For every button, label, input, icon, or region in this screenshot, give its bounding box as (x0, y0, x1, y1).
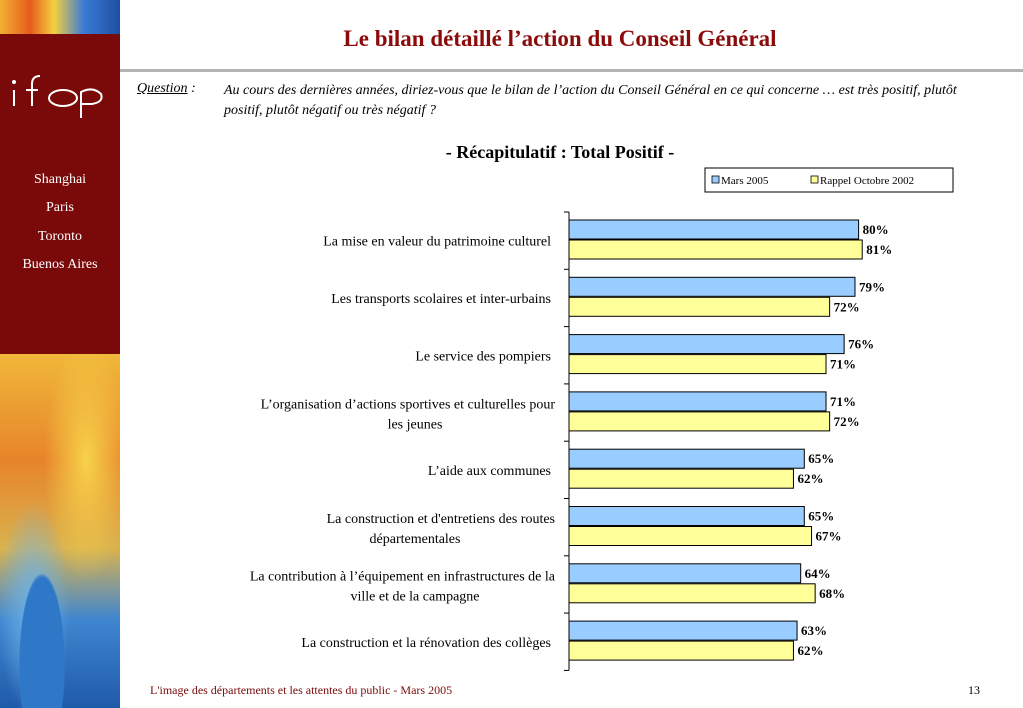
bar (568, 620, 798, 641)
category-label: La contribution à l’équipement en infras… (250, 569, 556, 604)
data-label: 71% (830, 357, 856, 372)
data-label: 64% (805, 566, 831, 581)
city-paris: Paris (46, 200, 74, 215)
legend-swatch (810, 175, 819, 184)
data-label: 65% (808, 451, 834, 466)
bar (568, 583, 816, 604)
bar (568, 448, 805, 469)
bar (568, 354, 827, 375)
question-text: Au cours des dernières années, diriez-vo… (224, 83, 957, 118)
data-label: 81% (866, 242, 892, 257)
bar (568, 411, 831, 432)
category-label: Le service des pompiers (415, 349, 551, 364)
data-label: 80% (863, 222, 889, 237)
data-label: 63% (801, 623, 827, 638)
title-divider (120, 69, 1023, 72)
bar (568, 640, 794, 661)
category-label: L’aide aux communes (428, 464, 551, 479)
data-label: 76% (848, 337, 874, 352)
bar (568, 506, 805, 526)
sidebar-panel (0, 34, 120, 354)
bar (568, 526, 813, 546)
data-label: 72% (834, 299, 860, 314)
city-buenos-aires: Buenos Aires (22, 257, 98, 272)
bar (568, 334, 845, 355)
bar (568, 276, 856, 297)
category-label: La construction et d'entretiens des rout… (327, 512, 555, 547)
legend-label: Rappel Octobre 2002 (820, 175, 914, 187)
decorative-artwork-top (0, 0, 120, 34)
city-toronto: Toronto (37, 229, 83, 244)
legend-box (704, 167, 954, 193)
legend-label: Mars 2005 (721, 175, 769, 187)
decorative-artwork-bottom (0, 354, 120, 708)
data-label: 65% (808, 509, 834, 524)
data-label: 67% (816, 529, 842, 544)
sidebar: Shanghai Paris Toronto Buenos Aires (0, 0, 120, 708)
legend-swatch (711, 175, 720, 184)
bar (568, 468, 794, 489)
question-label: Question : (137, 81, 196, 96)
bar (568, 219, 860, 240)
data-label: 62% (797, 643, 823, 658)
data-label: 62% (797, 471, 823, 486)
category-label: L’organisation d’actions sportives et cu… (261, 398, 556, 433)
city-shanghai: Shanghai (33, 172, 87, 187)
data-label: 71% (830, 394, 856, 409)
data-label: 79% (859, 279, 885, 294)
bar (568, 391, 827, 412)
page-title: Le bilan détaillé l’action du Conseil Gé… (343, 26, 777, 51)
category-label: La construction et la rénovation des col… (301, 636, 551, 651)
category-label: La mise en valeur du patrimoine culturel (323, 235, 551, 250)
footer-source: L'image des départements et les attentes… (150, 683, 453, 697)
bar (568, 296, 831, 317)
data-label: 72% (834, 414, 860, 429)
bar (568, 563, 802, 584)
bar (568, 239, 863, 260)
page-number: 13 (968, 683, 980, 697)
data-label: 68% (819, 586, 845, 601)
ifop-logo (12, 75, 103, 118)
chart-title: - Récapitulatif : Total Positif - (445, 142, 675, 162)
category-label: Les transports scolaires et inter-urbain… (331, 292, 551, 307)
